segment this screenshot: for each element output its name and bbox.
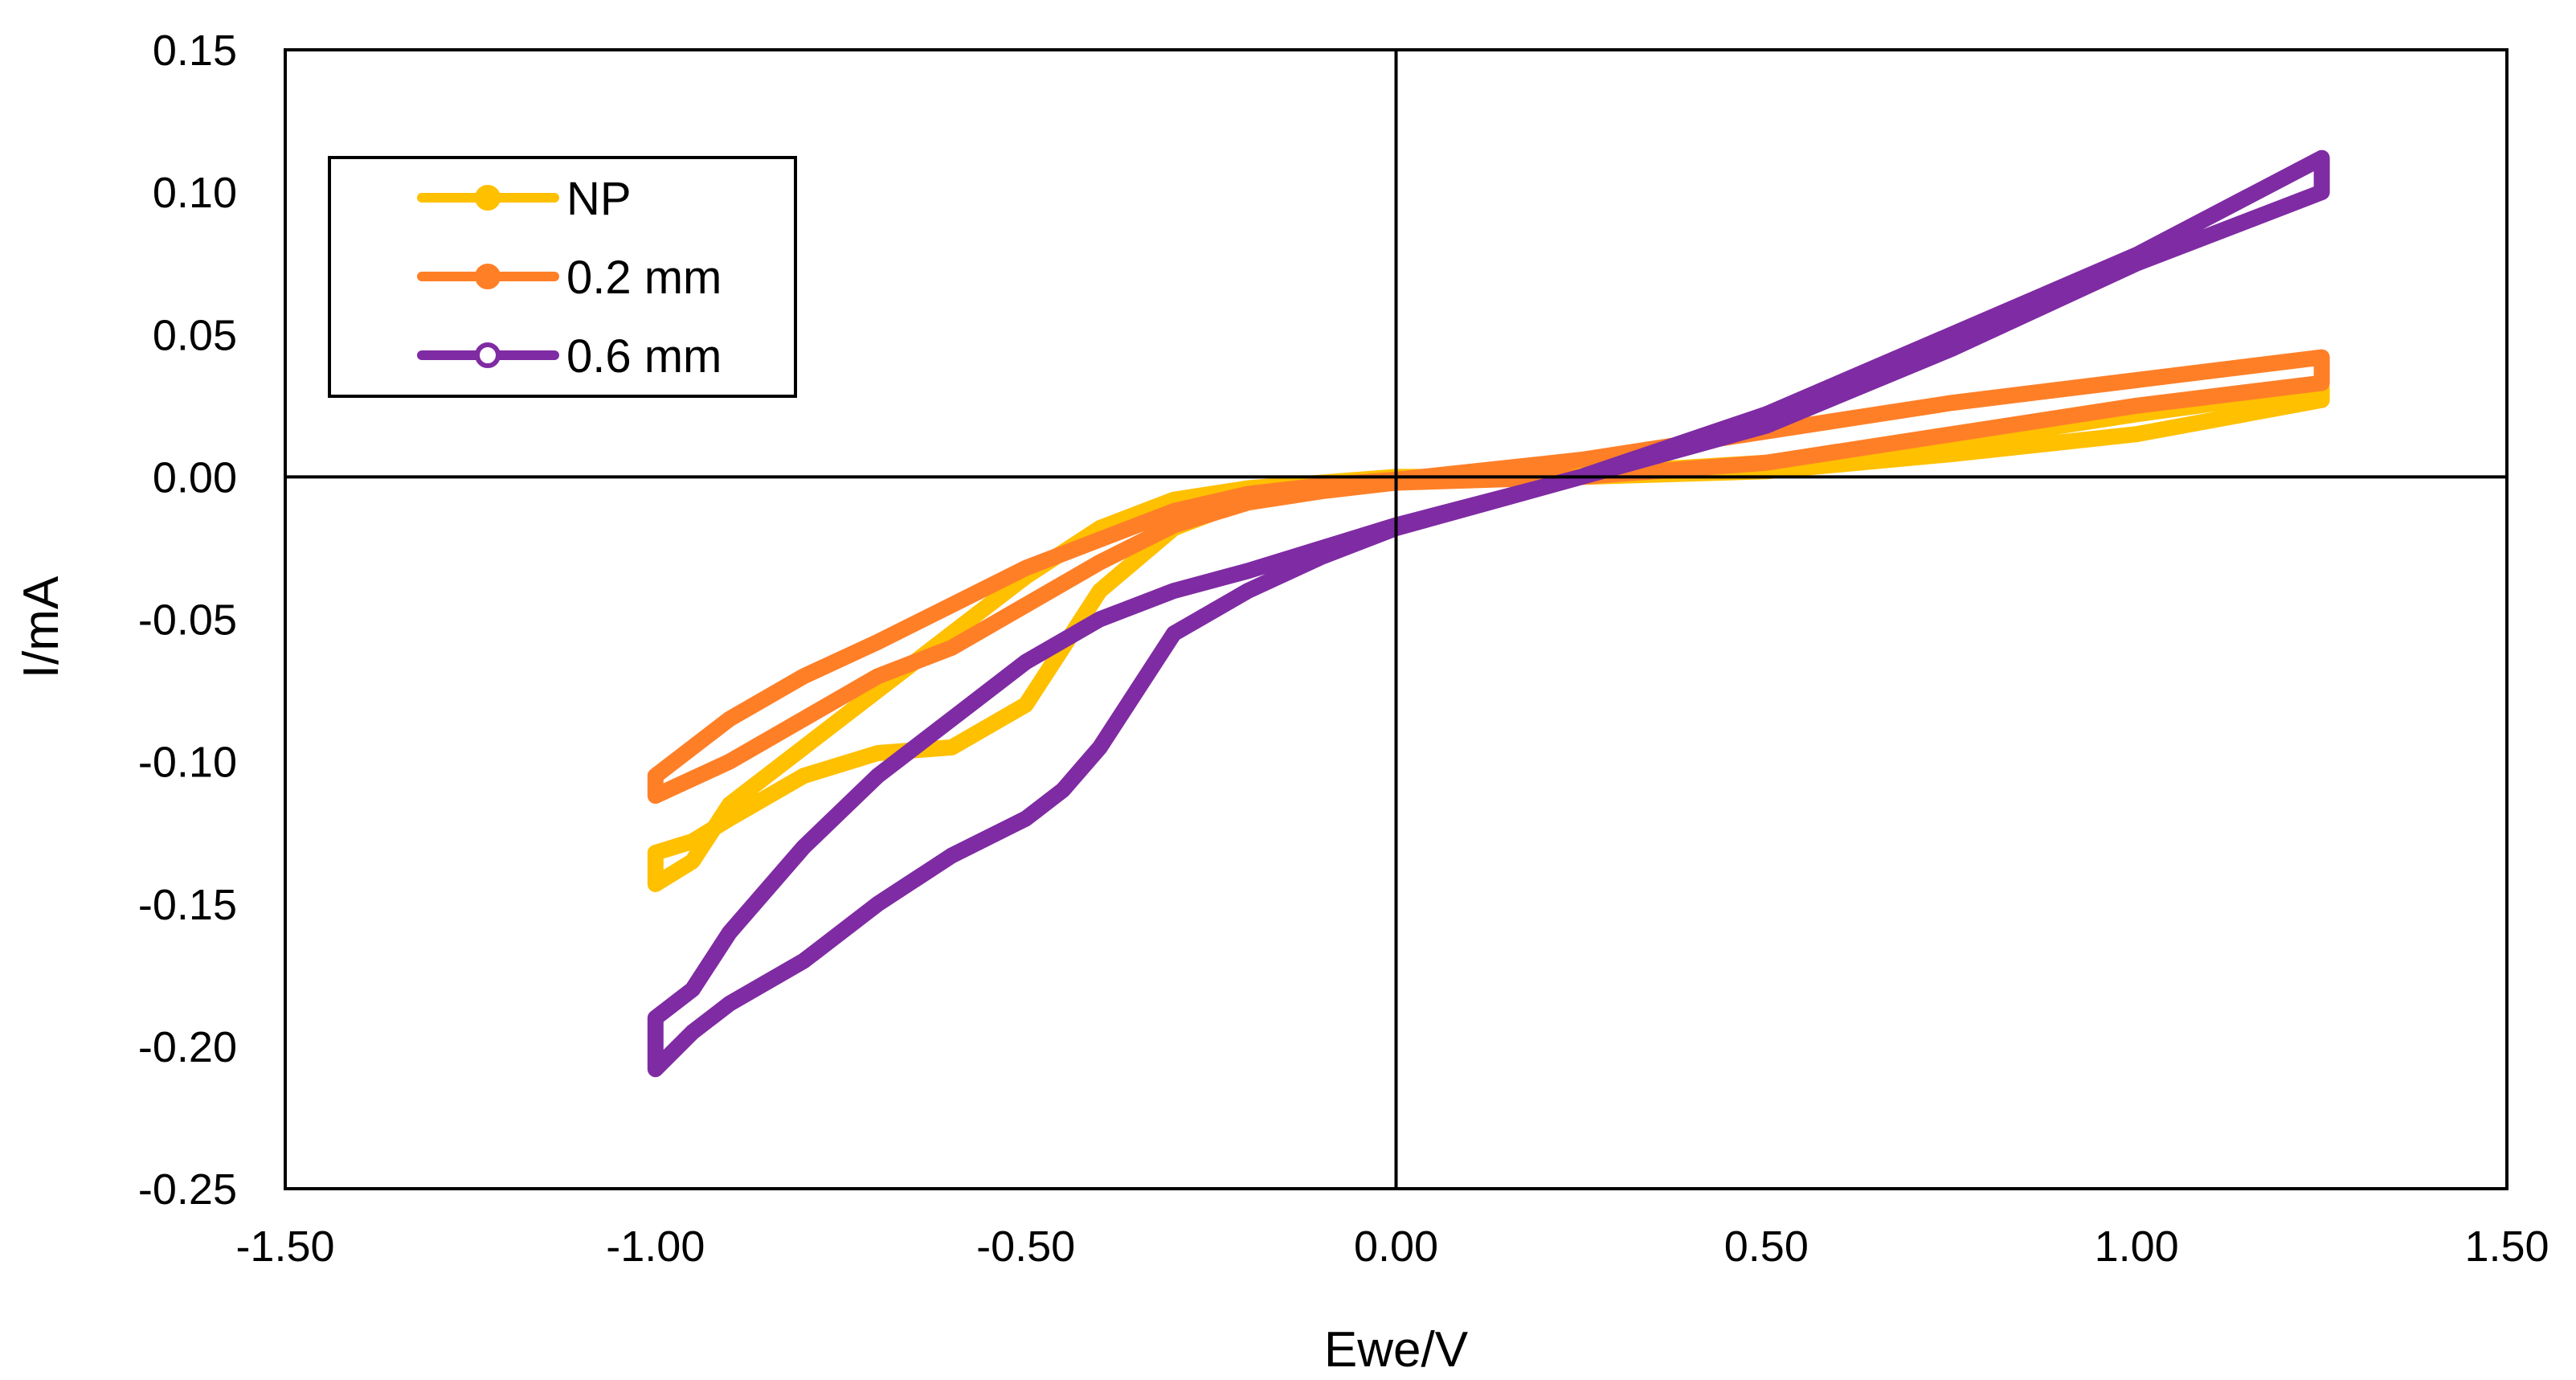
x-tick-label: 1.00 [2095, 1222, 2179, 1271]
legend-swatch-marker [475, 264, 501, 289]
y-tick-label: 0.10 [153, 169, 237, 217]
x-tick-label: -1.00 [606, 1222, 705, 1271]
series-0-6-mm-line [647, 149, 2330, 1078]
y-tick-label: 0.05 [153, 311, 237, 359]
legend-items: NP 0.2 mm 0.6 mm [417, 173, 722, 383]
legend: NP 0.2 mm 0.6 mm [328, 156, 797, 398]
legend-label: 0.2 mm [566, 252, 722, 304]
x-tick-label: 0.50 [1724, 1222, 1809, 1271]
series-layer [647, 149, 2330, 1078]
x-tick-label: 0.00 [1354, 1222, 1438, 1271]
legend-label: NP [566, 173, 632, 225]
y-tick-label: -0.20 [138, 1023, 237, 1071]
x-axis-tick-labels: -1.50 -1.00 -0.50 0.00 0.50 1.00 1.50 [235, 1222, 2549, 1271]
y-tick-label: -0.25 [138, 1165, 237, 1214]
legend-box [328, 156, 797, 398]
x-tick-label: 1.50 [2464, 1222, 2549, 1271]
y-tick-label: -0.10 [138, 739, 237, 787]
y-tick-label: -0.05 [138, 596, 237, 645]
legend-swatch-marker [475, 185, 501, 211]
y-axis-tick-labels: 0.15 0.10 0.05 0.00 -0.05 -0.10 -0.15 -0.20 -0.2… [138, 27, 237, 1214]
x-axis-title: Ewe/V [1324, 1322, 1469, 1378]
y-tick-label: -0.15 [138, 881, 237, 929]
y-tick-label: 0.15 [153, 27, 237, 75]
series-0-2-mm-line [647, 349, 2330, 805]
legend-swatch-marker [475, 342, 501, 368]
y-axis-title: I/mA [14, 575, 69, 678]
x-tick-label: -0.50 [976, 1222, 1075, 1271]
legend-label: 0.6 mm [566, 330, 722, 383]
y-tick-label: 0.00 [153, 453, 237, 502]
x-tick-label: -1.50 [235, 1222, 334, 1271]
